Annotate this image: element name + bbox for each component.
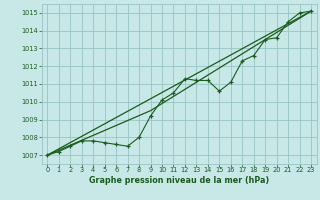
X-axis label: Graphe pression niveau de la mer (hPa): Graphe pression niveau de la mer (hPa) xyxy=(89,176,269,185)
